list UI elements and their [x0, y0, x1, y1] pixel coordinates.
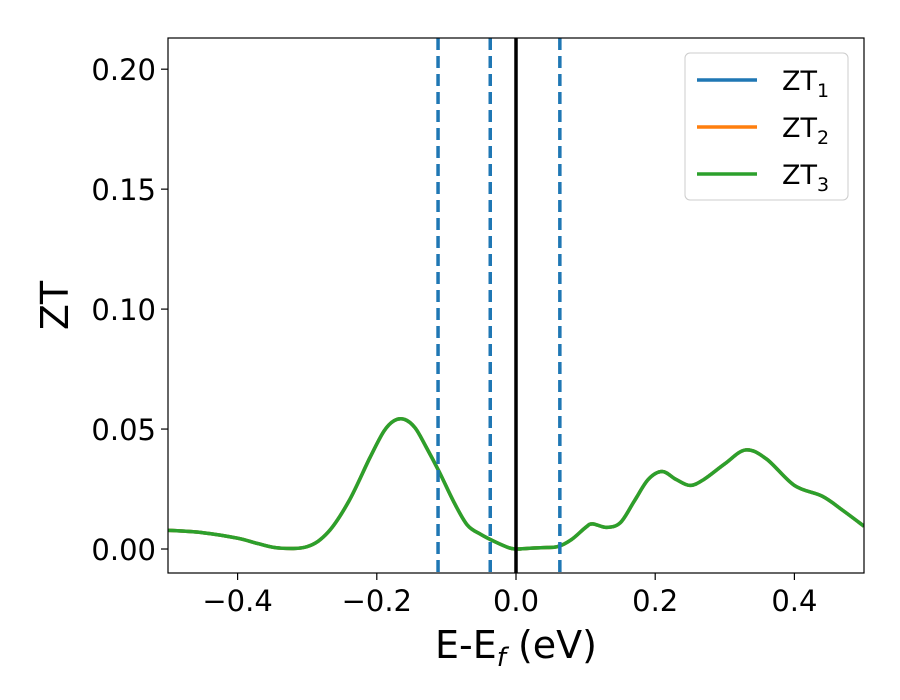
x-ticks: −0.4 −0.2 0.0 0.2 0.4: [202, 573, 817, 618]
legend-label-zt2: ZT2: [782, 113, 829, 149]
legend: ZT1 ZT2 ZT3: [684, 52, 849, 201]
y-axis-label: ZT: [33, 280, 77, 330]
y-tick-label: 0.20: [91, 53, 156, 87]
x-tick-label: 0.0: [493, 584, 539, 618]
x-tick-label: 0.2: [632, 584, 678, 618]
series-layer: [168, 417, 864, 551]
x-axis-label: E-Ef (eV): [435, 623, 597, 673]
y-ticks: 0.00 0.05 0.10 0.15 0.20: [91, 53, 168, 567]
legend-label-zt1: ZT1: [782, 66, 829, 102]
y-tick-label: 0.00: [91, 533, 156, 567]
x-axis-label-main: E-E: [435, 623, 497, 667]
series-line-zt3: [168, 417, 864, 551]
x-tick-label: 0.4: [771, 584, 817, 618]
x-tick-label: −0.4: [202, 584, 272, 618]
x-axis-label-unit: (eV): [506, 623, 597, 667]
legend-label-zt3: ZT3: [782, 160, 829, 196]
x-tick-label: −0.2: [342, 584, 412, 618]
y-tick-label: 0.05: [91, 413, 156, 447]
y-tick-label: 0.15: [91, 173, 156, 207]
vline-layer: [436, 38, 562, 573]
y-tick-label: 0.10: [91, 293, 156, 327]
legend-box: [684, 52, 849, 201]
